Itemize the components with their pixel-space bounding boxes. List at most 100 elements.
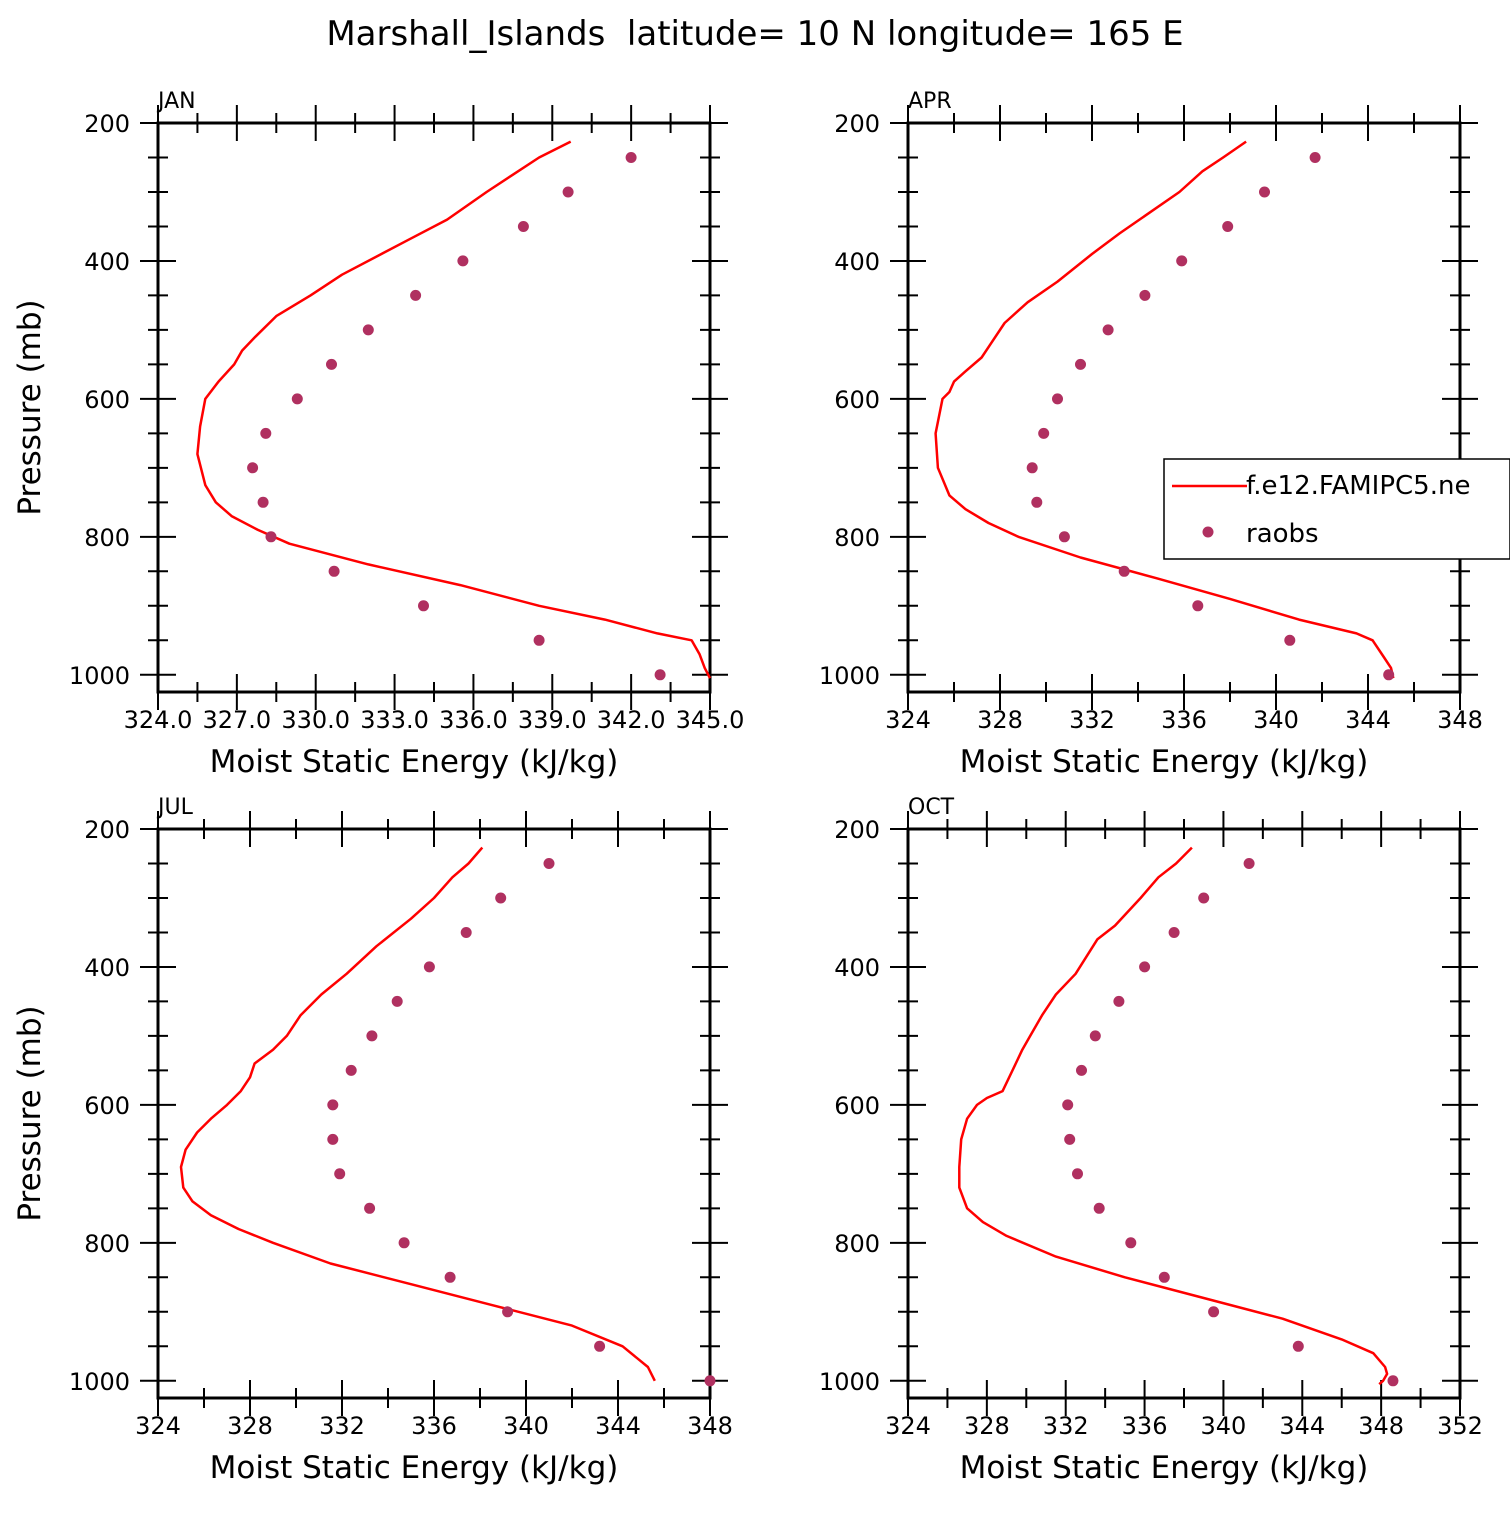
raobs-point [533, 634, 545, 646]
y-tick-label: 400 [834, 248, 880, 276]
y-tick-label: 800 [834, 524, 880, 552]
raobs-point [410, 289, 422, 301]
raobs-point [1222, 221, 1234, 232]
x-tick-label: 336.0 [439, 706, 508, 734]
y-tick-label: 400 [84, 954, 130, 982]
raobs-point [1052, 393, 1063, 405]
raobs-point [1284, 634, 1296, 646]
x-tick-label: 332 [1043, 1412, 1089, 1440]
x-tick-label: 352 [1437, 1412, 1483, 1440]
x-tick-label: 328 [227, 1412, 273, 1440]
raobs-point [1038, 427, 1050, 439]
y-tick-label: 600 [84, 1092, 130, 1120]
y-axis-label: Pressure (mb) [12, 299, 48, 515]
x-tick-label: 336 [1161, 706, 1207, 734]
y-axis-label: Pressure (mb) [12, 1005, 48, 1221]
x-tick-label: 328 [964, 1412, 1010, 1440]
y-tick-label: 200 [834, 110, 880, 138]
raobs-point [1139, 961, 1151, 973]
raobs-point [366, 1030, 378, 1042]
y-tick-label: 800 [84, 524, 130, 552]
raobs-point [260, 427, 272, 439]
raobs-point [257, 496, 269, 508]
panel-jan: JAN 200 400 600 800 1000 324.0 327.0 330.0 333.0 3… [12, 89, 744, 780]
raobs-point [704, 1375, 716, 1387]
raobs-point [502, 1306, 514, 1318]
raobs-point [1026, 462, 1038, 474]
raobs-point [265, 531, 277, 543]
x-tick-label: 339.0 [518, 706, 587, 734]
y-tick-label: 200 [84, 816, 130, 844]
x-tick-label: 328 [977, 706, 1023, 734]
raobs-point [1192, 600, 1204, 612]
x-tick-label: 324.0 [124, 706, 193, 734]
x-tick-label: 324 [135, 1412, 181, 1440]
panel-label: JAN [156, 89, 196, 114]
raobs-point [1292, 1340, 1304, 1352]
x-axis-label: Moist Static Energy (kJ/kg) [960, 1450, 1369, 1486]
legend-box [1163, 458, 1510, 560]
x-tick-label: 344 [1279, 1412, 1325, 1440]
x-tick-label: 324 [885, 706, 931, 734]
raobs-point [1058, 531, 1070, 543]
x-tick-label: 336 [1122, 1412, 1168, 1440]
x-axis-label: Moist Static Energy (kJ/kg) [210, 1450, 619, 1486]
raobs-point [334, 1168, 346, 1180]
x-tick-label: 332 [319, 1412, 365, 1440]
y-tick-label: 1000 [69, 662, 130, 690]
raobs-point [1031, 496, 1043, 508]
y-tick-label: 400 [84, 248, 130, 276]
y-tick-label: 600 [834, 1092, 880, 1120]
model-profile-line [958, 846, 1389, 1386]
raobs-point [362, 324, 374, 336]
raobs-point [625, 152, 637, 163]
panel-label: JUL [156, 795, 194, 820]
x-tick-label: 344 [595, 1412, 641, 1440]
legend-label: f.e12.FAMIPC5.ne [1246, 471, 1470, 501]
raobs-point [1072, 1168, 1083, 1180]
raobs-point [398, 1237, 410, 1249]
raobs-point [594, 1340, 606, 1352]
x-tick-label: 340 [503, 1412, 549, 1440]
raobs-point [543, 858, 555, 869]
panel-label: APR [908, 89, 952, 114]
y-tick-label: 1000 [819, 1368, 880, 1396]
raobs-point [1075, 358, 1086, 370]
x-tick-label: 340 [1201, 1412, 1247, 1440]
raobs-point [444, 1271, 456, 1283]
raobs-point [1093, 1202, 1105, 1214]
model-profile-line [179, 846, 656, 1382]
raobs-point [1102, 324, 1114, 336]
raobs-point [1062, 1099, 1074, 1111]
raobs-point [457, 255, 469, 267]
y-tick-label: 800 [84, 1230, 130, 1258]
legend-label: raobs [1246, 519, 1319, 549]
raobs-point [1243, 858, 1255, 869]
raobs-point [654, 669, 666, 681]
x-tick-label: 340 [1253, 706, 1299, 734]
legend-marker-swatch [1202, 526, 1214, 538]
raobs-point [1113, 995, 1125, 1007]
figure-title: Marshall_Islands latitude= 10 N longitud… [326, 14, 1183, 54]
raobs-point [327, 1133, 339, 1145]
raobs-point [326, 358, 337, 370]
y-tick-label: 600 [834, 386, 880, 414]
raobs-point [1118, 565, 1130, 577]
x-tick-label: 348 [1358, 1412, 1404, 1440]
model-profile-line [934, 140, 1395, 679]
y-tick-label: 600 [84, 386, 130, 414]
raobs-point [1309, 152, 1321, 163]
raobs-point [418, 600, 429, 612]
raobs-point [327, 1099, 339, 1111]
raobs-point [1198, 892, 1210, 904]
raobs-point [1387, 1375, 1399, 1387]
x-tick-label: 344 [1345, 706, 1391, 734]
raobs-point [495, 892, 507, 904]
x-tick-label: 345.0 [676, 706, 745, 734]
x-tick-label: 348 [1437, 706, 1483, 734]
raobs-point [391, 995, 403, 1007]
raobs-point [328, 565, 340, 577]
